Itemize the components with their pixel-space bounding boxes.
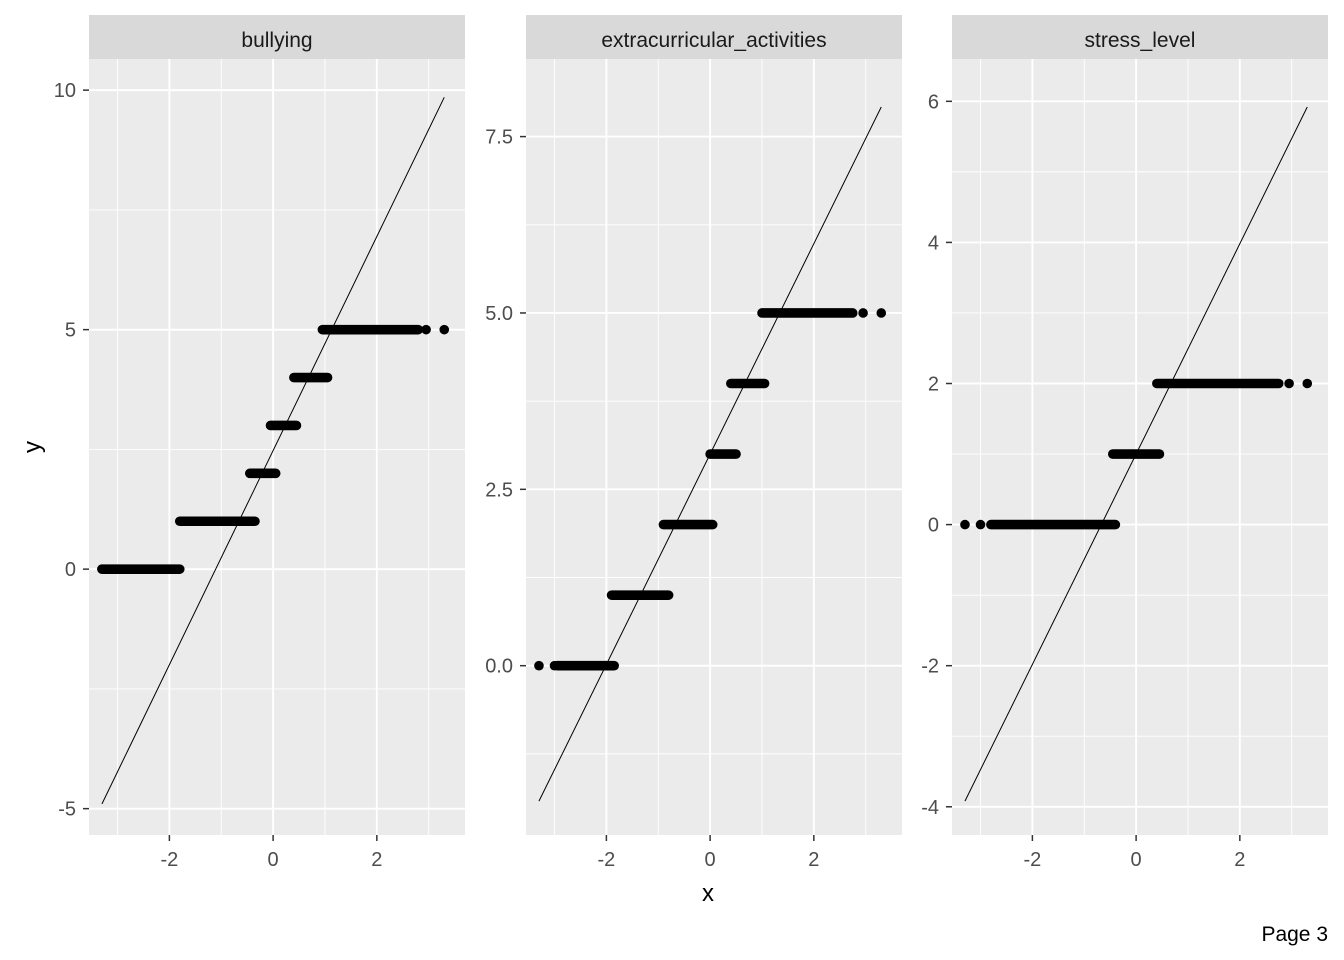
- x-tick-label: -2: [597, 849, 615, 871]
- x-tick-label: 2: [371, 849, 382, 871]
- data-point: [1284, 378, 1294, 389]
- panels-layer: bullying -2 0 2 -5 0 5 10 extracurricular_activi…: [54, 15, 1328, 871]
- y-tick-label: 7.5: [485, 127, 513, 149]
- y-tick-label: -2: [921, 656, 939, 678]
- y-tick-label: -4: [921, 797, 939, 819]
- y-tick-label: 5.0: [485, 303, 513, 325]
- y-tick-label: 0: [928, 515, 939, 537]
- panel-title: extracurricular_activities: [601, 29, 826, 52]
- y-tick-label: 0.0: [485, 656, 513, 678]
- x-tick-label: 2: [808, 849, 819, 871]
- panel-title: bullying: [241, 29, 312, 52]
- x-tick-label: 0: [705, 849, 716, 871]
- x-tick-label: 0: [1131, 849, 1142, 871]
- data-point: [421, 324, 431, 335]
- data-point: [960, 519, 970, 530]
- x-tick-label: -2: [1023, 849, 1041, 871]
- data-point: [975, 519, 986, 530]
- data-point: [549, 660, 560, 671]
- y-tick-label: -5: [58, 799, 76, 821]
- panel-strip: [952, 15, 1328, 59]
- panel-strip: [526, 15, 902, 59]
- y-tick-label: 2: [928, 374, 939, 396]
- panel-stress_level: stress_level -2 0 2 -4 -2 0 2 4 6: [921, 15, 1328, 871]
- panel-background: [89, 59, 465, 835]
- data-point: [534, 660, 544, 671]
- reference-line: [101, 97, 445, 805]
- y-tick-label: 4: [928, 232, 939, 254]
- y-tick-label: 10: [54, 80, 76, 102]
- panel-extracurricular_activities: extracurricular_activities -2 0 2 0.0 2.5 5.0 7…: [485, 15, 902, 871]
- data-point: [97, 564, 107, 574]
- page-footer: Page 3: [1261, 923, 1328, 946]
- panel-strip: [89, 15, 465, 59]
- x-axis-title: x: [702, 880, 714, 907]
- y-tick-label: 6: [928, 91, 939, 113]
- x-tick-label: 2: [1234, 849, 1245, 871]
- data-point: [876, 308, 887, 318]
- data-point: [439, 324, 450, 335]
- y-tick-label: 0: [65, 559, 76, 581]
- x-tick-label: -2: [160, 849, 178, 871]
- y-tick-label: 2.5: [485, 479, 513, 501]
- x-tick-label: 0: [268, 849, 279, 871]
- panel-title: stress_level: [1085, 29, 1196, 52]
- panel-bullying: bullying -2 0 2 -5 0 5 10: [54, 15, 465, 871]
- y-tick-label: 5: [65, 320, 76, 342]
- data-point: [858, 308, 868, 318]
- data-point: [112, 564, 123, 574]
- y-axis-title: y: [19, 441, 46, 453]
- data-point: [1302, 378, 1313, 389]
